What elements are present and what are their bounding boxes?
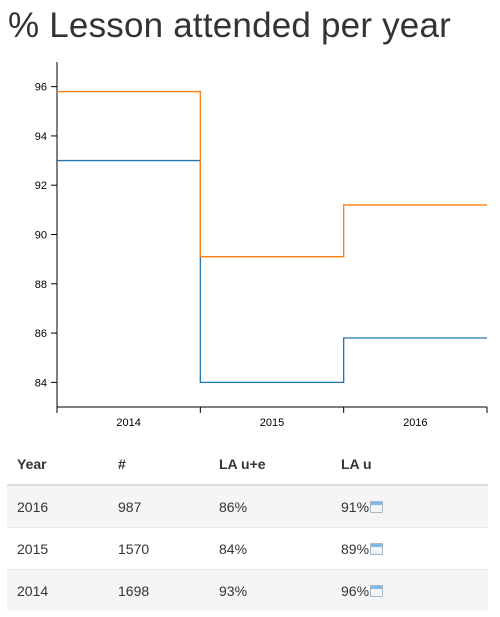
series-line-2 [57,90,487,258]
cell-count: 987 [108,484,209,528]
cell-year: 2014 [7,569,108,611]
calendar-icon[interactable] [370,500,384,513]
header-la-ue: LA u+e [209,443,331,486]
cell-la-u: 89% [331,527,488,570]
cell-la-u: 91% [331,484,488,528]
table-row: 2016 987 86% 91% [7,484,488,528]
x-tick-label: 2015 [260,417,284,429]
y-tick-label: 84 [35,377,47,389]
x-axis: 2014 2015 2016 [56,406,488,429]
table-row: 2014 1698 93% 96% [7,569,488,611]
calendar-icon[interactable] [370,542,384,555]
cell-count: 1698 [108,569,209,611]
y-tick-label: 86 [35,328,47,340]
calendar-icon[interactable] [370,584,384,597]
table-row: 2015 1570 84% 89% [7,527,488,570]
cell-la-ue: 84% [209,527,331,570]
cell-count: 1570 [108,527,209,570]
header-year: Year [7,443,108,486]
y-tick-label: 90 [35,230,47,242]
y-tick-label: 92 [35,180,47,192]
cell-la-u-value: 91% [341,498,370,515]
x-tick-label: 2014 [116,417,140,429]
cell-year: 2015 [7,527,108,570]
attendance-table: Year # LA u+e LA u 2016 987 86% 91% 2015… [7,443,488,611]
y-tick-label: 94 [35,131,47,143]
header-count: # [108,443,209,486]
header-la-u: LA u [331,443,488,486]
y-tick-label: 96 [35,82,47,94]
y-tick-label: 88 [35,279,47,291]
cell-year: 2016 [7,484,108,528]
y-axis: 84 86 88 90 92 94 96 [35,62,58,407]
table-header-row: Year # LA u+e LA u [7,443,488,486]
chart-title: % Lesson attended per year [8,6,451,45]
cell-la-u-value: 89% [341,540,370,557]
series-line-1 [57,159,487,384]
cell-la-ue: 86% [209,484,331,528]
series-layer [57,90,487,384]
cell-la-u-value: 96% [341,582,370,599]
cell-la-ue: 93% [209,569,331,611]
cell-la-u: 96% [331,569,488,611]
step-chart: 84 86 88 90 92 94 96 2014 2015 2016 [35,62,488,429]
x-tick-label: 2016 [403,417,427,429]
